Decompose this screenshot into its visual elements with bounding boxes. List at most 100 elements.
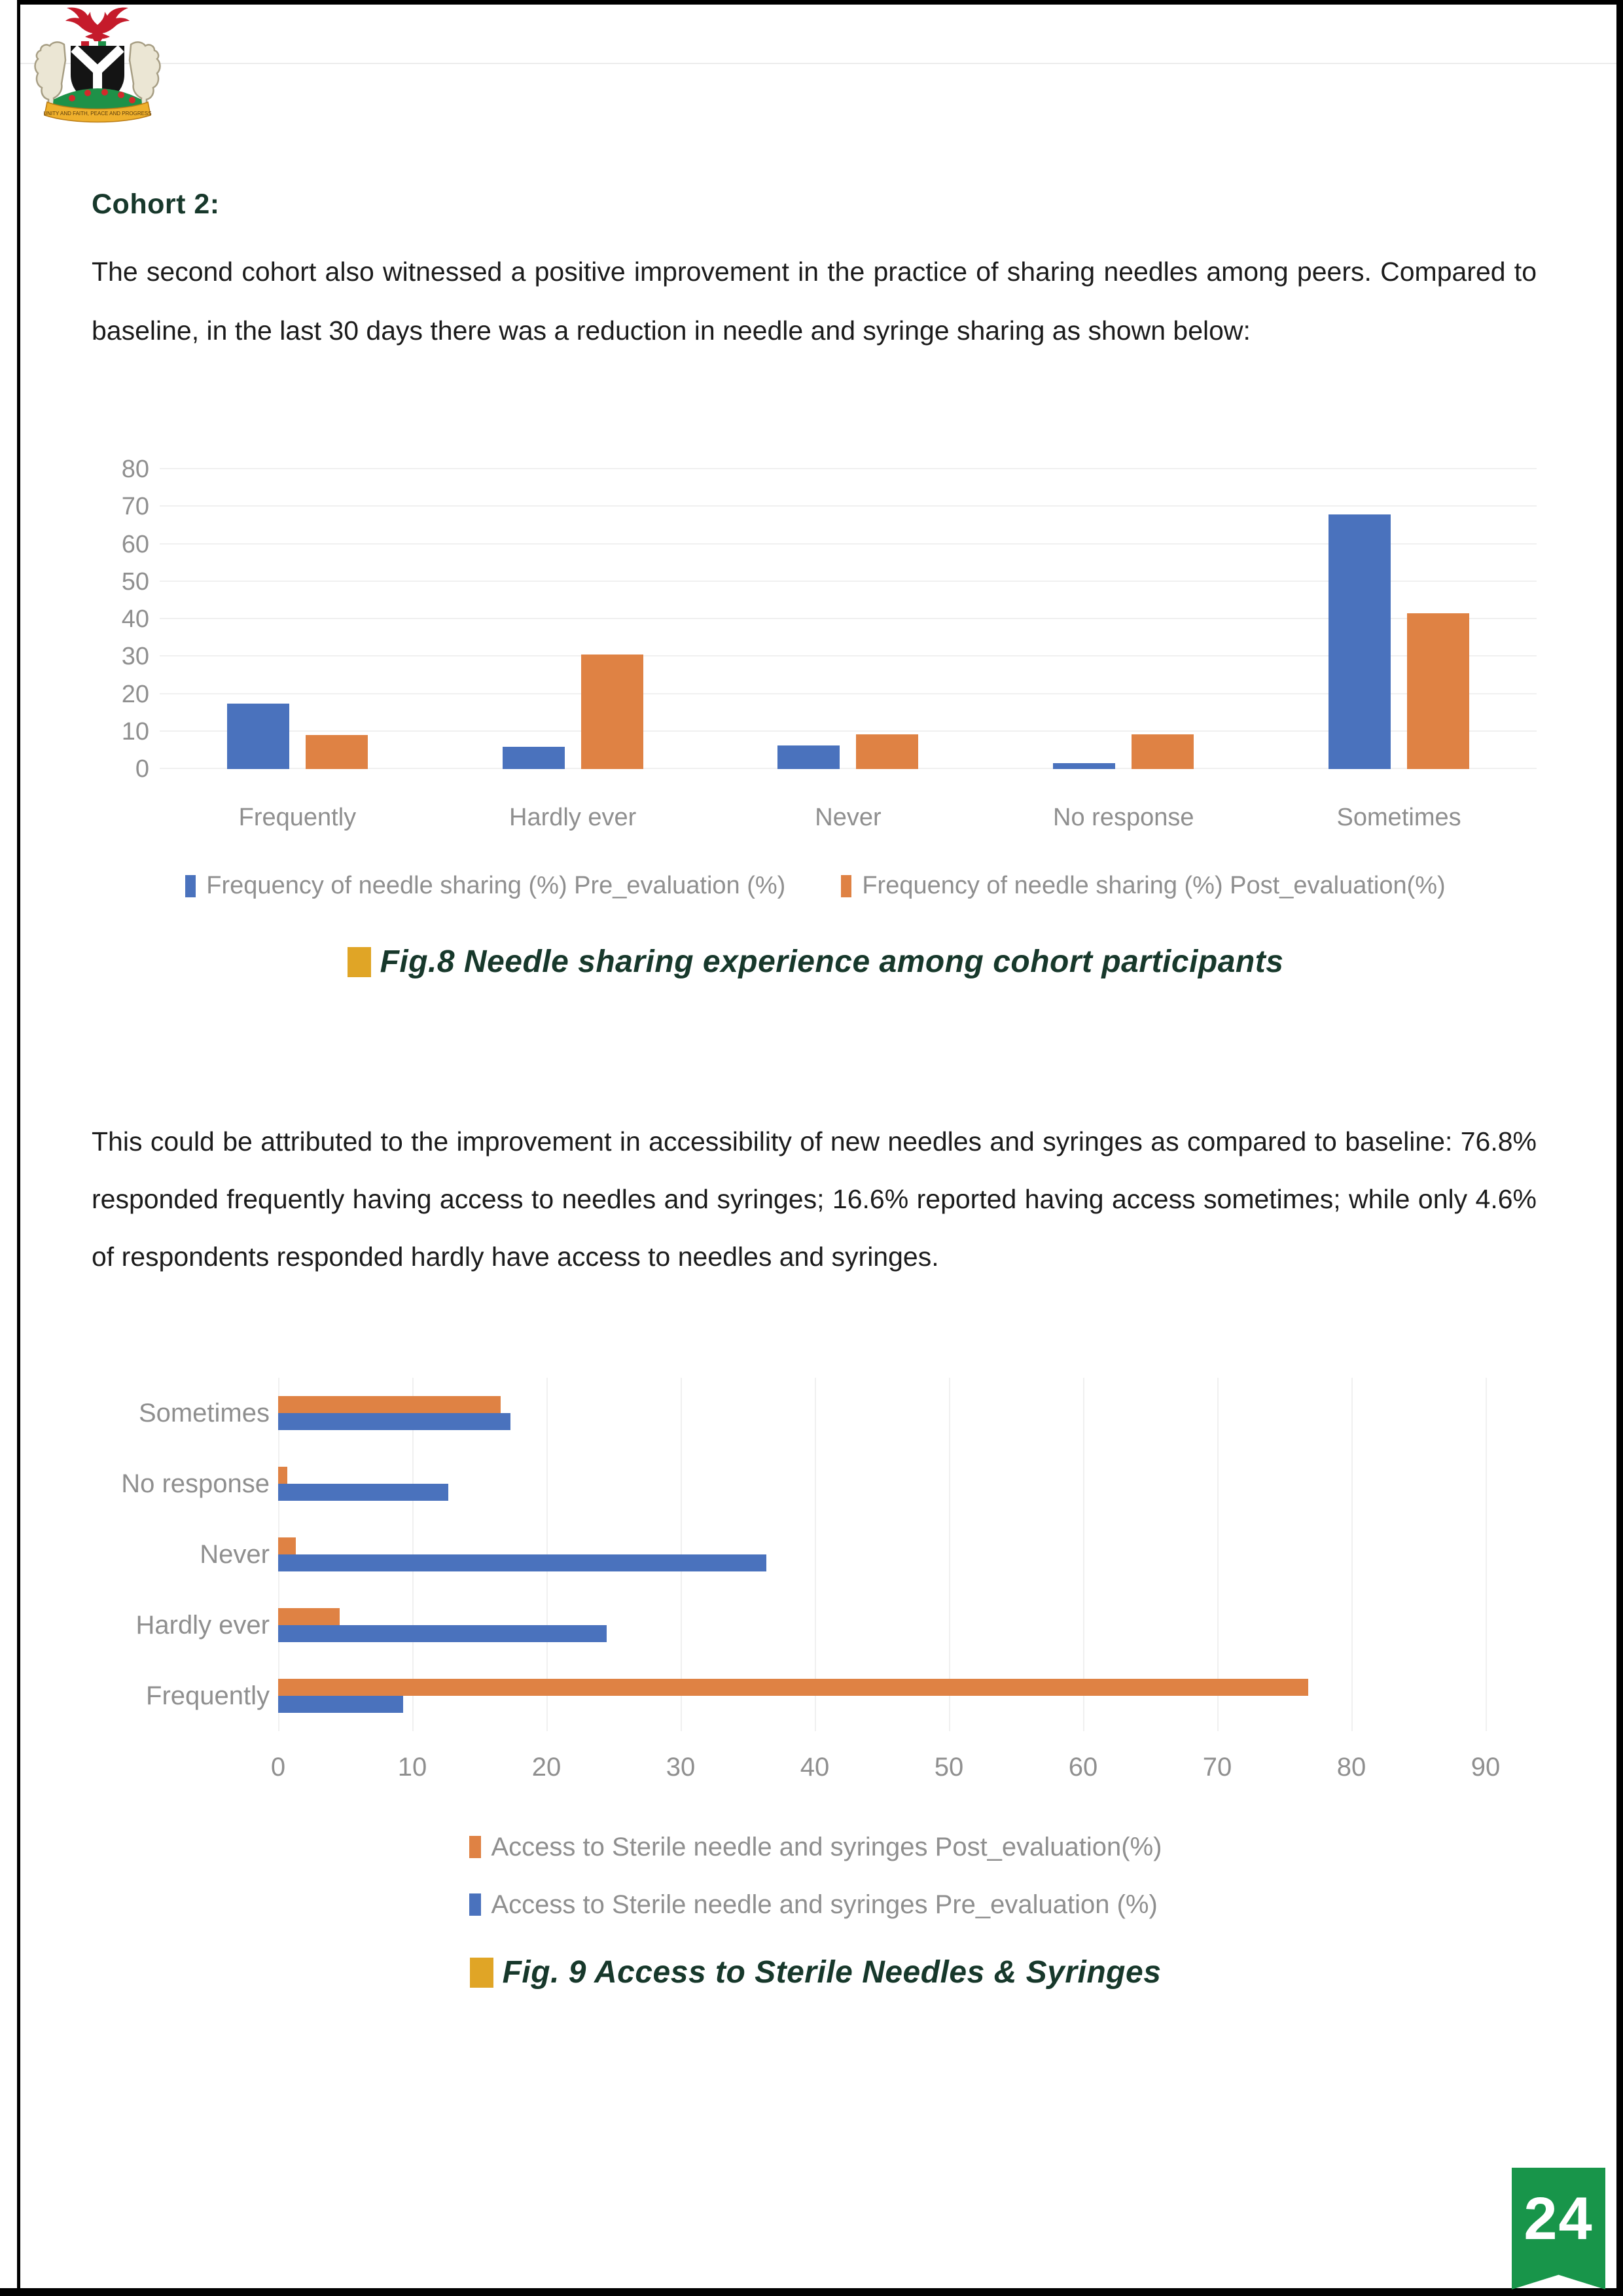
- bar: [1132, 734, 1194, 769]
- fig9-caption: Fig. 9 Access to Sterile Needles & Syrin…: [92, 1954, 1539, 1990]
- y-tick-label: 40: [121, 605, 149, 633]
- gridline: [949, 1378, 950, 1731]
- bar: [1053, 763, 1116, 769]
- fig8-plot-area: [160, 468, 1537, 769]
- category-label: Never: [815, 804, 882, 831]
- fig8-legend: Frequency of needle sharing (%) Pre_eval…: [92, 872, 1539, 900]
- fig9-bars: [278, 1378, 1486, 1731]
- gridline: [160, 468, 1537, 469]
- bar: [502, 746, 565, 769]
- category-label: Sometimes: [138, 1398, 270, 1427]
- page-number: 24: [1524, 2185, 1594, 2252]
- legend-item-pre-evaluation: Frequency of needle sharing (%) Pre_eval…: [185, 872, 785, 900]
- legend-marker-orange-icon: [841, 874, 852, 897]
- fig8-caption: Fig.8 Needle sharing experience among co…: [92, 944, 1539, 980]
- bar: [278, 1484, 449, 1501]
- fig8-needle-sharing-chart: 0 10 20 30 40 50 60 70 80 Frequently Hardly ever N…: [92, 452, 1539, 910]
- category-label: No response: [121, 1469, 270, 1498]
- section-heading: Cohort 2:: [92, 188, 220, 220]
- legend-label: Access to Sterile needle and syringes Po…: [491, 1832, 1162, 1861]
- legend-item-pre-evaluation: Access to Sterile needle and syringes Pr…: [469, 1876, 1162, 1933]
- paragraph-cohort-intro: The second cohort also witnessed a posit…: [92, 257, 1537, 346]
- legend-label: Frequency of needle sharing (%) Pre_eval…: [206, 872, 786, 899]
- bar-group-Hardly ever: [435, 469, 711, 769]
- gridline: [160, 768, 1537, 769]
- y-tick-label: 80: [121, 456, 149, 483]
- y-tick-label: 20: [121, 680, 149, 708]
- bar-group-Sometimes: [1261, 469, 1537, 769]
- bar: [278, 1625, 607, 1642]
- legend-item-post-evaluation: Frequency of needle sharing (%) Post_eva…: [841, 872, 1446, 900]
- legend-marker-orange-icon: [469, 1836, 481, 1858]
- bar: [777, 745, 840, 769]
- gridline: [1217, 1378, 1219, 1731]
- gridline: [160, 543, 1537, 545]
- bar-group-Frequently: [278, 1660, 1486, 1731]
- legend-marker-blue-icon: [469, 1893, 481, 1916]
- bar: [856, 734, 919, 769]
- gridline: [1082, 1378, 1084, 1731]
- motto-banner: UNITY AND FAITH, PEACE AND PROGRESS: [43, 101, 152, 123]
- fig9-category-axis: Sometimes No response Never Hardly ever Freq…: [92, 1378, 270, 1731]
- bar-group-Frequently: [160, 469, 435, 769]
- bar-group-Hardly ever: [278, 1590, 1486, 1660]
- category-label: Hardly ever: [135, 1610, 270, 1640]
- y-tick-label: 50: [121, 567, 149, 596]
- bar-group-No response: [278, 1448, 1486, 1519]
- y-tick-label: 60: [121, 530, 149, 558]
- bar: [278, 1467, 288, 1484]
- gridline: [160, 692, 1537, 694]
- y-tick-label: 0: [135, 755, 149, 783]
- page-border-right: [1616, 0, 1623, 2296]
- category-label: Never: [200, 1539, 270, 1569]
- bar: [278, 1608, 340, 1625]
- header-rule: [20, 63, 1616, 64]
- bar: [278, 1554, 767, 1571]
- x-tick-label: 0: [270, 1753, 286, 1782]
- gridline: [160, 618, 1537, 619]
- legend-label: Frequency of needle sharing (%) Post_eva…: [862, 872, 1446, 899]
- motto-text: UNITY AND FAITH, PEACE AND PROGRESS: [43, 111, 151, 117]
- bar-group-No response: [986, 469, 1261, 769]
- fig9-sterile-access-chart: Sometimes No response Never Hardly ever Freq…: [92, 1374, 1539, 1957]
- caption-bullet-icon: [469, 1957, 493, 1988]
- fig9-x-axis: 0 10 20 30 40 50 60 70 80 90: [271, 1746, 1500, 1785]
- page-border-top: [17, 0, 1623, 5]
- x-tick-label: 60: [1068, 1753, 1098, 1782]
- nigeria-coat-of-arms-logo: UNITY AND FAITH, PEACE AND PROGRESS: [34, 7, 161, 123]
- legend-label: Access to Sterile needle and syringes Pr…: [491, 1890, 1158, 1919]
- bar-group-Never: [711, 469, 986, 769]
- y-tick-label: 10: [121, 717, 149, 745]
- category-label: Frequently: [146, 1681, 270, 1710]
- fig9-legend: Access to Sterile needle and syringes Po…: [92, 1818, 1539, 1933]
- x-tick-label: 20: [531, 1753, 562, 1782]
- legend-item-post-evaluation: Access to Sterile needle and syringes Po…: [469, 1818, 1162, 1876]
- eagle-icon: [65, 7, 130, 43]
- mound: [53, 88, 142, 113]
- x-tick-label: 50: [934, 1753, 964, 1782]
- x-tick-label: 90: [1471, 1753, 1501, 1782]
- caption-text: Fig. 9 Access to Sterile Needles & Syrin…: [502, 1955, 1162, 1990]
- page-border-left: [17, 0, 20, 2296]
- caption-text: Fig.8 Needle sharing experience among co…: [380, 944, 1284, 979]
- gridline: [815, 1378, 816, 1731]
- bar: [278, 1537, 296, 1554]
- bar: [1407, 613, 1470, 769]
- fig8-bars: [160, 469, 1537, 769]
- category-label: Hardly ever: [509, 804, 637, 831]
- gridline: [160, 655, 1537, 657]
- bar: [278, 1396, 501, 1413]
- fig8-category-axis: Frequently Hardly ever Never No response Som…: [160, 804, 1537, 832]
- category-label: No response: [1053, 804, 1194, 831]
- x-tick-label: 40: [800, 1753, 830, 1782]
- legend-marker-blue-icon: [185, 874, 196, 897]
- x-tick-label: 10: [397, 1753, 427, 1782]
- bar: [278, 1696, 403, 1713]
- bar-group-Never: [278, 1519, 1486, 1590]
- page-number-flag: 24: [1512, 2168, 1605, 2289]
- gridline: [160, 730, 1537, 732]
- y-tick-label: 70: [121, 493, 149, 521]
- gridline: [160, 580, 1537, 582]
- paragraph-access-findings: This could be attributed to the improvem…: [92, 1126, 1537, 1272]
- torse: [81, 41, 114, 46]
